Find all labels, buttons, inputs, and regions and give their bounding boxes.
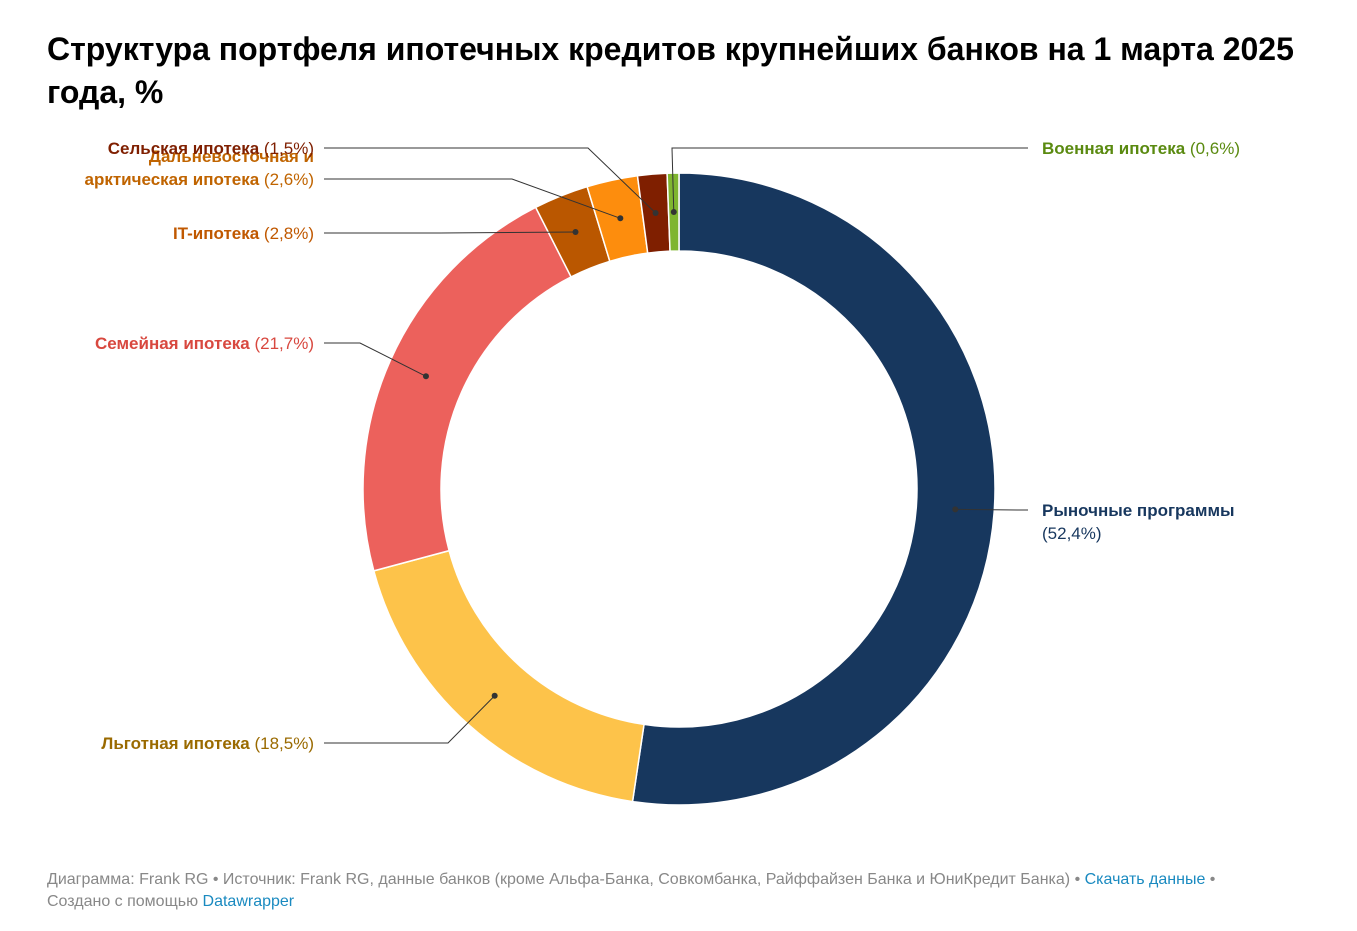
footer-separator: • [1205, 871, 1216, 888]
slice-label-семейная-ипотека: Семейная ипотека (21,7%) [95, 334, 314, 353]
leader-line-военная-ипотека [671, 147, 1028, 213]
chart-footer: Диаграмма: Frank RG • Источник: Frank RG… [47, 869, 1317, 913]
slice-рыночные-программы [631, 172, 996, 806]
slice-label-рыночные-программы: Рыночные программы (52,4%) [1042, 501, 1235, 543]
chart-title: Структура портфеля ипотечных кредитов кр… [47, 31, 1294, 110]
slice-label-дальневосточная-и-арктическая-ипотека: Дальневосточная и арктическая ипотека (2,… [84, 147, 314, 189]
slice-label-льготная-ипотека: Льготная ипотека (18,5%) [101, 734, 314, 753]
leader-dot-дальневосточная-и-арктическая-ипотека [617, 215, 624, 222]
slice-label-it-ипотека: IT-ипотека (2,8%) [173, 224, 314, 243]
leader-dot-it-ипотека [572, 229, 579, 236]
leader-dot-льготная-ипотека [491, 692, 498, 699]
slice-label-военная-ипотека: Военная ипотека (0,6%) [1042, 139, 1240, 158]
datawrapper-link[interactable]: Datawrapper [202, 893, 295, 910]
slice-льготная-ипотека [372, 549, 645, 803]
slice-семейная-ипотека [362, 206, 573, 572]
leader-line-льготная-ипотека [324, 695, 496, 744]
leader-dot-рыночные-программы [952, 506, 959, 513]
leader-line-дальневосточная-и-арктическая-ипотека [324, 178, 621, 219]
slice-label-сельская-ипотека: Сельская ипотека (1,5%) [108, 139, 314, 158]
footer-created: Создано с помощью [47, 893, 203, 910]
leader-line-сельская-ипотека [324, 147, 656, 214]
footer-source: Диаграмма: Frank RG • Источник: Frank RG… [47, 871, 1085, 888]
leader-line-рыночные-программы [955, 508, 1028, 511]
leader-dot-семейная-ипотека [422, 373, 429, 380]
leader-dot-сельская-ипотека [652, 209, 659, 216]
leader-line-семейная-ипотека [324, 342, 427, 377]
leader-line-it-ипотека [324, 231, 576, 234]
leader-dot-военная-ипотека [670, 209, 677, 216]
donut-chart: Рыночные программы (52,4%) Льготная ипотек… [84, 139, 1240, 806]
download-data-link[interactable]: Скачать данные [1084, 871, 1206, 888]
